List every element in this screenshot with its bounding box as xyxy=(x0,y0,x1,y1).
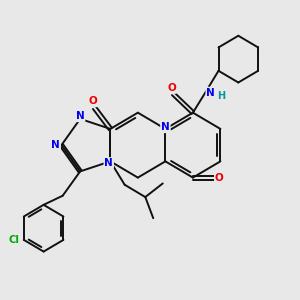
Text: O: O xyxy=(215,172,224,183)
Text: N: N xyxy=(51,140,60,150)
Text: H: H xyxy=(218,91,226,101)
Text: N: N xyxy=(206,88,215,98)
Text: N: N xyxy=(76,111,85,121)
Text: O: O xyxy=(167,83,176,93)
Text: N: N xyxy=(161,122,170,132)
Text: Cl: Cl xyxy=(8,235,19,245)
Text: N: N xyxy=(104,158,113,168)
Text: O: O xyxy=(88,96,97,106)
